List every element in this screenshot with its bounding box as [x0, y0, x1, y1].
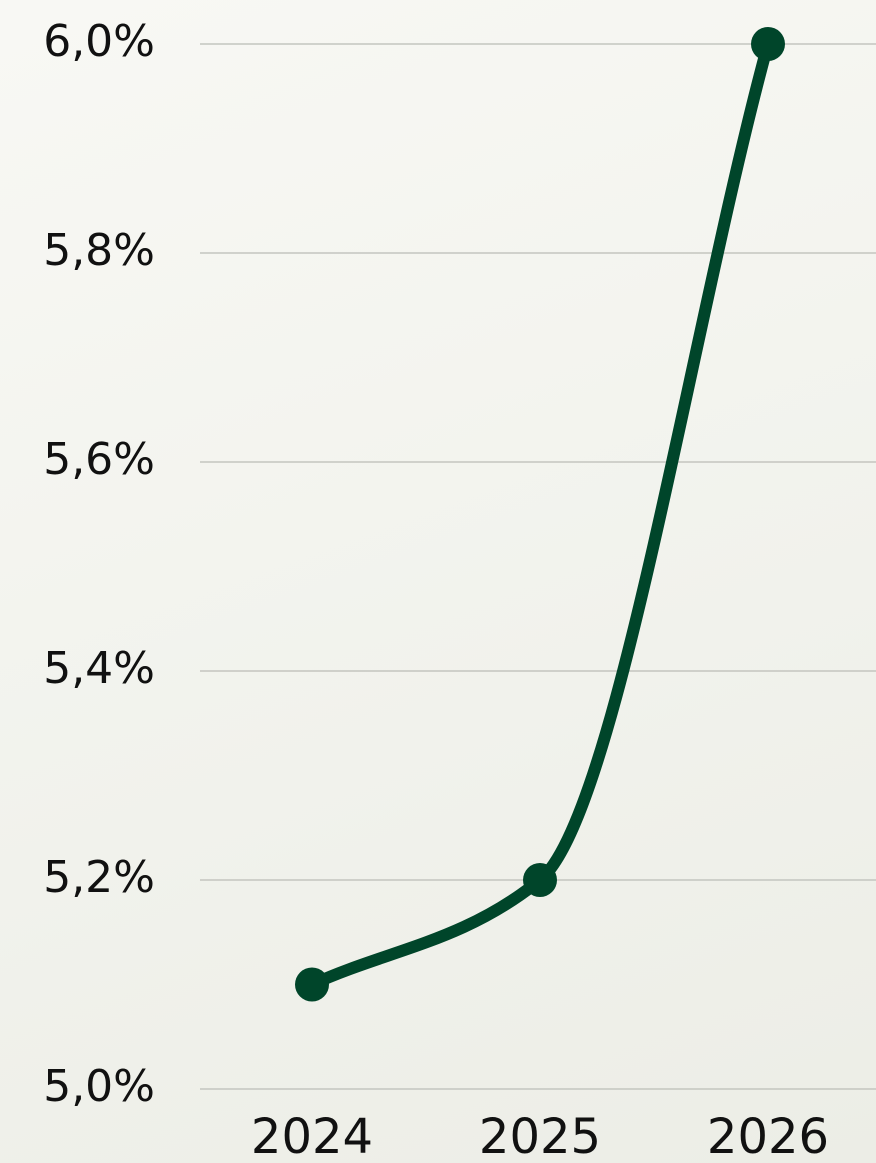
x-tick-label: 2025 [479, 1109, 601, 1163]
y-tick-label: 5,6% [43, 434, 155, 485]
y-tick-label: 5,4% [43, 643, 155, 694]
x-tick-label: 2026 [707, 1109, 829, 1163]
point [523, 863, 557, 897]
y-tick-label: 5,2% [43, 852, 155, 903]
line [306, 38, 774, 991]
y-tick-label: 5,0% [43, 1061, 155, 1112]
x-tick-label: 2024 [251, 1109, 373, 1163]
point [751, 27, 785, 61]
point [295, 967, 329, 1002]
y-tick-label: 6,0% [43, 16, 155, 67]
y-tick-label: 5,8% [43, 225, 155, 276]
